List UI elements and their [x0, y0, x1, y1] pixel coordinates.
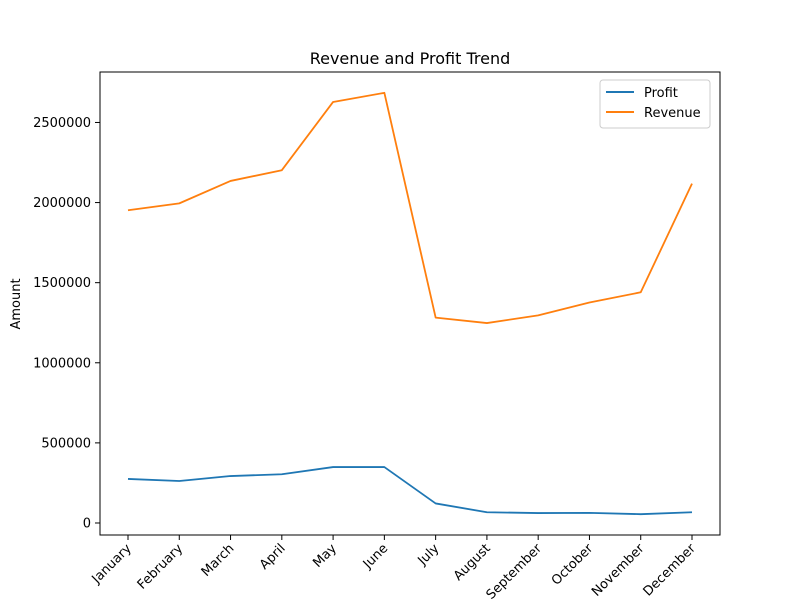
y-tick-label: 1500000 — [33, 276, 91, 291]
y-axis-label: Amount — [9, 278, 24, 329]
y-tick-label: 0 — [83, 516, 91, 531]
y-tick-label: 2500000 — [33, 116, 91, 131]
legend-label: Revenue — [644, 106, 701, 121]
legend-label: Profit — [644, 86, 678, 101]
legend: Profit Revenue — [600, 80, 710, 128]
chart-title: Revenue and Profit Trend — [310, 49, 511, 68]
y-tick-label: 1000000 — [33, 356, 91, 371]
y-tick-label: 2000000 — [33, 196, 91, 211]
y-tick-label: 500000 — [41, 436, 91, 451]
